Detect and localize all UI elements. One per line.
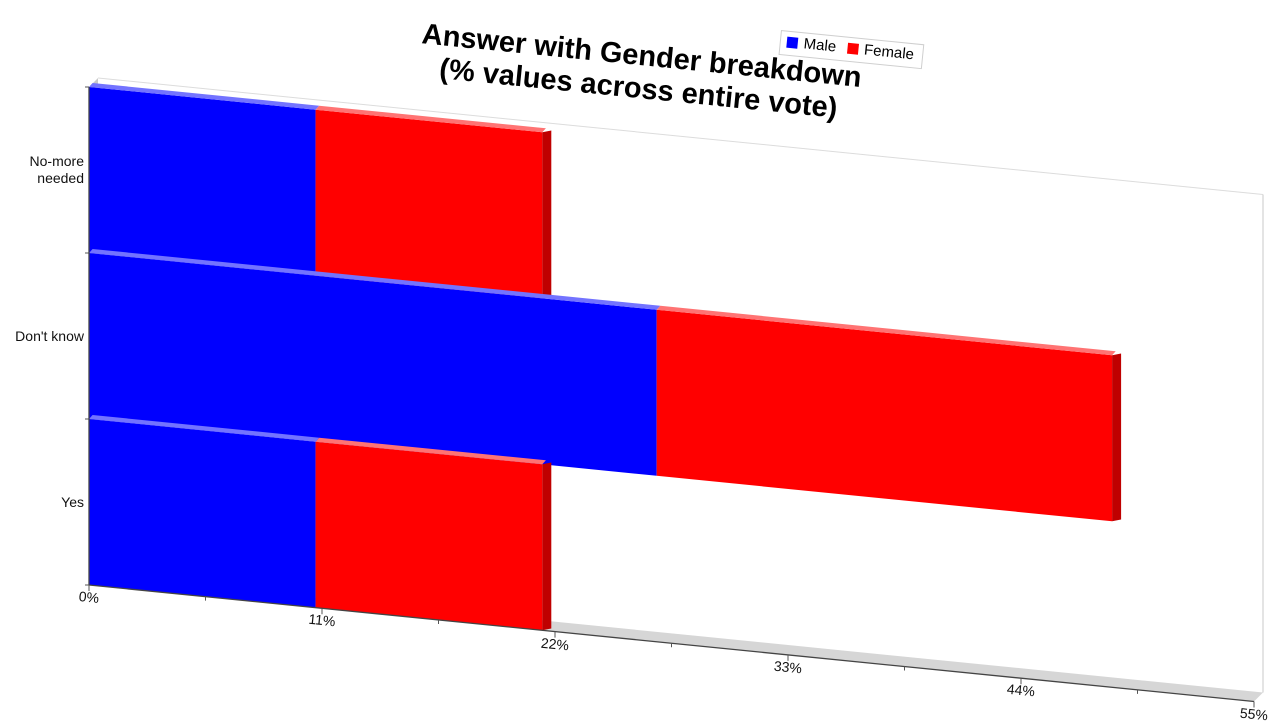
bar-male-2 [89, 419, 316, 608]
category-label-line: Don't know [15, 327, 84, 344]
legend-label-female: Female [863, 41, 915, 64]
bar-female-2 [315, 441, 543, 631]
bar-end-2 [542, 462, 552, 631]
bar-male-1 [89, 253, 657, 476]
legend-item-male: Male [786, 34, 837, 56]
value-axis-line [88, 584, 1255, 703]
category-label: No-more needed [0, 153, 84, 187]
category-label: Don't know [0, 328, 84, 345]
bar-top-male-2 [89, 415, 320, 442]
category-label: Yes [0, 494, 84, 511]
legend-item-female: Female [846, 40, 915, 64]
bar-top-male-0 [89, 83, 320, 110]
category-label-line: needed [37, 170, 84, 186]
category-label-line: No-more [29, 153, 84, 169]
legend-swatch-male [786, 36, 799, 49]
bar-female-0 [315, 109, 543, 299]
category-label-line: Yes [61, 493, 84, 510]
bar-female-1 [656, 309, 1113, 522]
plot-top-edge [97, 77, 1264, 195]
legend-swatch-female [846, 42, 859, 55]
bar-end-1 [1112, 353, 1122, 522]
bar-male-0 [89, 87, 316, 276]
legend-label-male: Male [802, 35, 837, 56]
bar-top-female-1 [656, 305, 1116, 356]
bar-end-0 [542, 130, 552, 299]
bar-top-female-0 [315, 105, 546, 133]
bar-top-female-2 [315, 437, 546, 465]
bar-top-male-1 [89, 249, 661, 310]
